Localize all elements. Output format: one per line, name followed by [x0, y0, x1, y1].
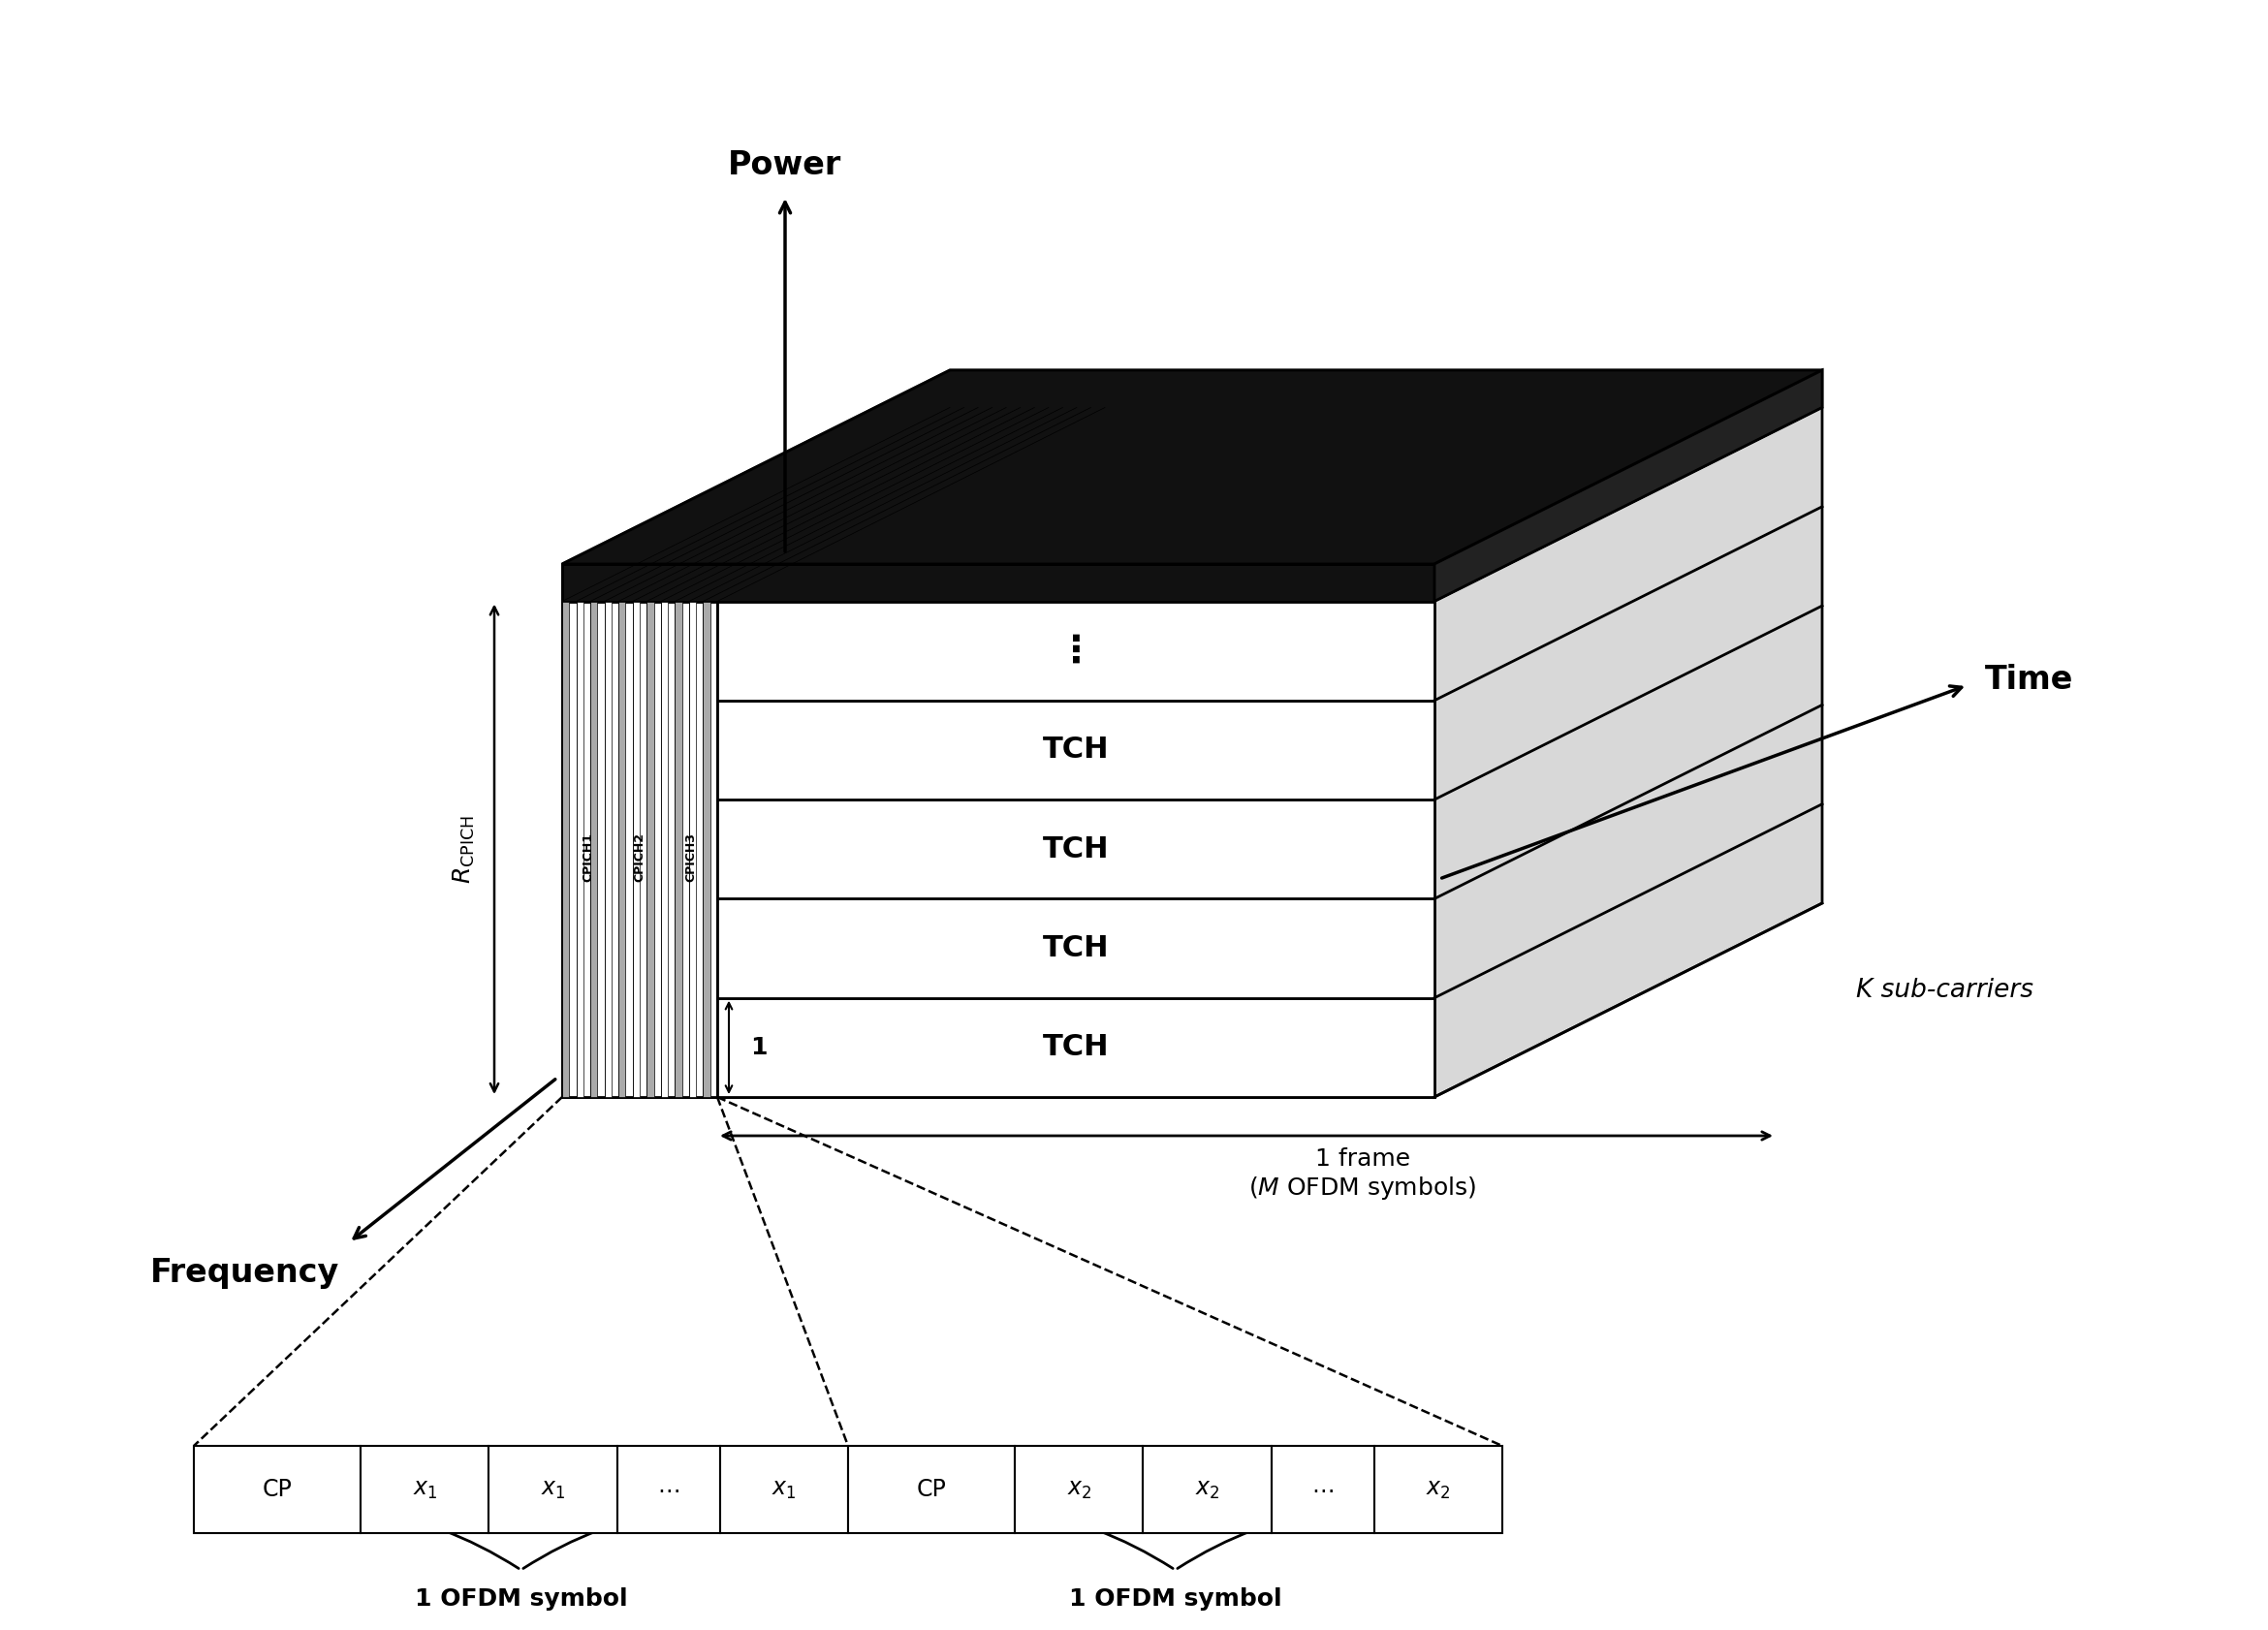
Text: $x_2$: $x_2$	[1195, 1478, 1220, 1501]
Text: TCH: TCH	[1043, 934, 1109, 962]
Polygon shape	[361, 1446, 490, 1534]
Polygon shape	[717, 601, 1433, 701]
Polygon shape	[703, 601, 710, 1097]
Text: $x_1$: $x_1$	[771, 1478, 796, 1501]
Polygon shape	[633, 601, 640, 1097]
Polygon shape	[562, 370, 1821, 564]
Polygon shape	[193, 1446, 361, 1534]
Text: CPICH2: CPICH2	[633, 833, 646, 882]
Polygon shape	[490, 1446, 617, 1534]
Polygon shape	[1272, 1446, 1374, 1534]
Polygon shape	[1433, 370, 1821, 601]
Text: $R_{\mathrm{CPICH}}$: $R_{\mathrm{CPICH}}$	[451, 815, 476, 883]
Text: 1: 1	[751, 1035, 767, 1060]
Polygon shape	[719, 1446, 848, 1534]
Polygon shape	[689, 601, 696, 1097]
Text: K sub-carriers: K sub-carriers	[1855, 978, 2034, 1002]
Polygon shape	[562, 601, 717, 1097]
Polygon shape	[717, 998, 1433, 1097]
Text: TCH: TCH	[1043, 737, 1109, 764]
Text: $\cdots$: $\cdots$	[658, 1478, 680, 1501]
Polygon shape	[617, 1446, 719, 1534]
Text: CP: CP	[263, 1478, 293, 1501]
Polygon shape	[590, 601, 596, 1097]
Polygon shape	[717, 898, 1433, 998]
Text: Power: Power	[728, 150, 841, 181]
Polygon shape	[619, 601, 626, 1097]
Polygon shape	[1014, 1446, 1143, 1534]
Polygon shape	[660, 601, 667, 1097]
Text: Frequency: Frequency	[150, 1257, 340, 1289]
Text: Time: Time	[1984, 665, 2073, 696]
Text: $x_1$: $x_1$	[413, 1478, 438, 1501]
Text: $\cdots$: $\cdots$	[1311, 1478, 1334, 1501]
Text: $x_2$: $x_2$	[1427, 1478, 1452, 1501]
Text: CP: CP	[916, 1478, 946, 1501]
Text: TCH: TCH	[1043, 1033, 1109, 1061]
Polygon shape	[562, 601, 569, 1097]
Text: CPICH1: CPICH1	[581, 833, 594, 882]
Polygon shape	[848, 1446, 1014, 1534]
Text: 1 OFDM symbol: 1 OFDM symbol	[415, 1588, 628, 1610]
Polygon shape	[676, 601, 683, 1097]
Text: ⋮: ⋮	[1057, 632, 1095, 670]
Polygon shape	[1374, 1446, 1501, 1534]
Polygon shape	[1143, 1446, 1272, 1534]
Text: $x_1$: $x_1$	[540, 1478, 565, 1501]
Text: $x_2$: $x_2$	[1066, 1478, 1091, 1501]
Text: CPICH3: CPICH3	[685, 833, 699, 882]
Polygon shape	[562, 370, 1821, 564]
Polygon shape	[562, 564, 1433, 1097]
Polygon shape	[646, 601, 653, 1097]
Polygon shape	[717, 800, 1433, 898]
Polygon shape	[606, 601, 612, 1097]
Polygon shape	[562, 564, 1433, 601]
Text: 1 frame
($M$ OFDM symbols): 1 frame ($M$ OFDM symbols)	[1250, 1148, 1476, 1201]
Polygon shape	[717, 701, 1433, 800]
Text: 1 OFDM symbol: 1 OFDM symbol	[1068, 1588, 1281, 1610]
Polygon shape	[576, 601, 583, 1097]
Polygon shape	[1433, 370, 1821, 1097]
Text: TCH: TCH	[1043, 835, 1109, 864]
